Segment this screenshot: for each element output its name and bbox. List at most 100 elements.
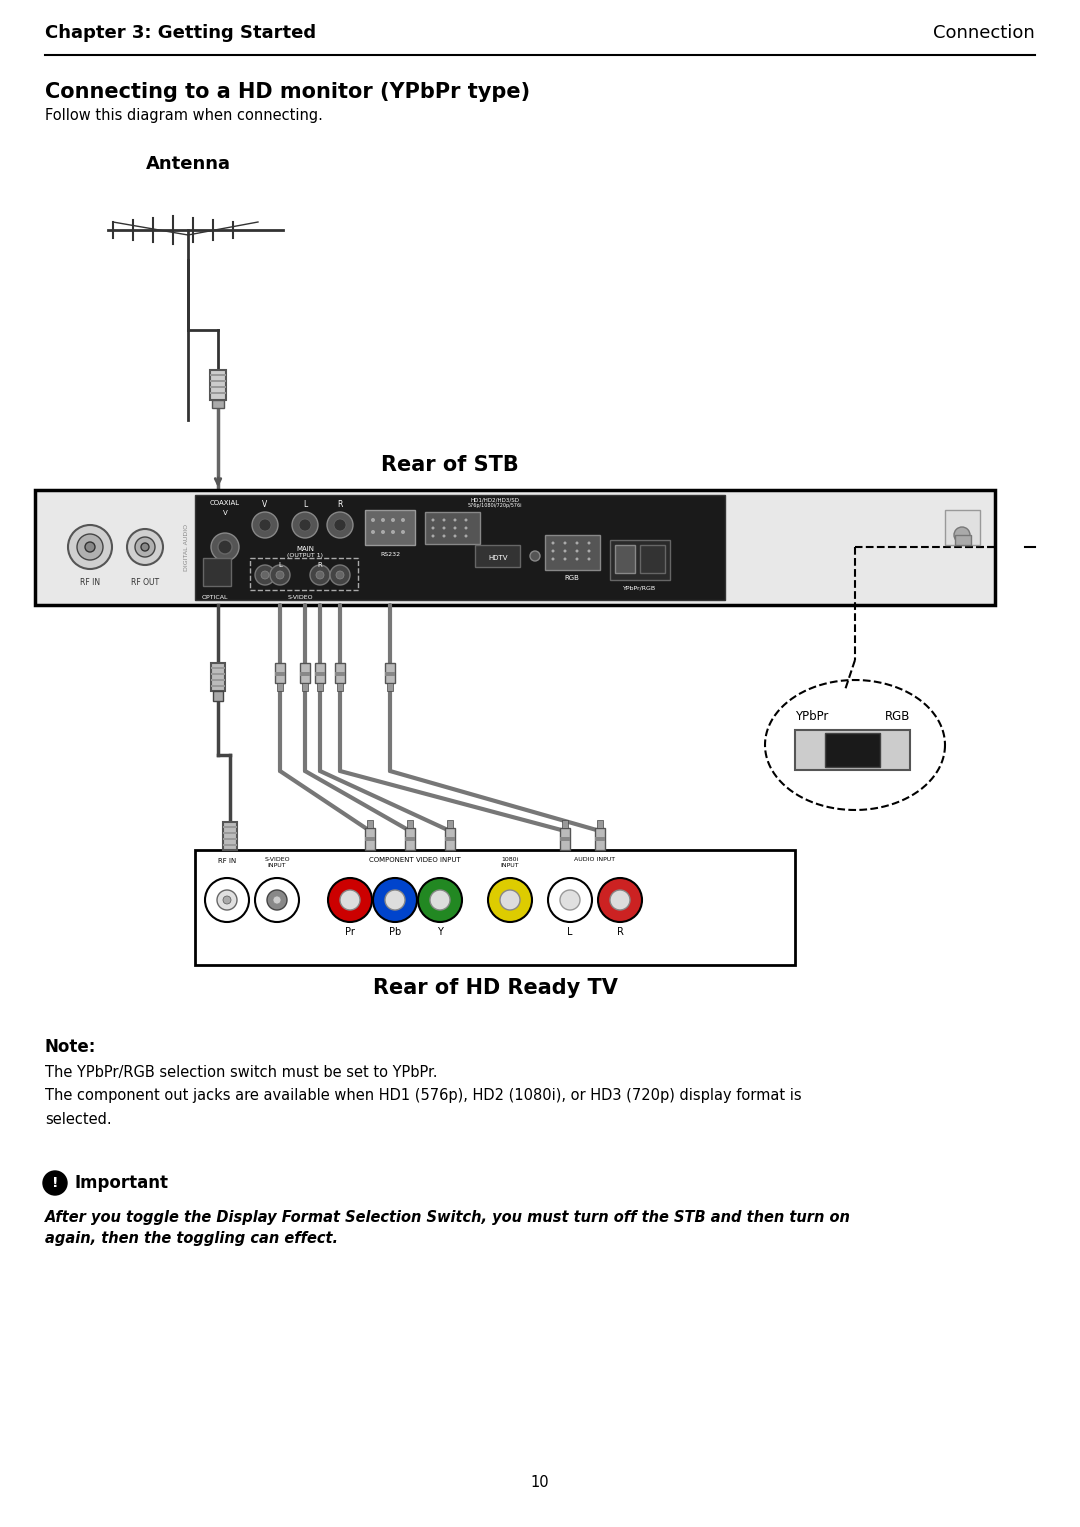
Circle shape [576, 557, 579, 560]
Circle shape [401, 518, 405, 522]
Bar [211, 673, 225, 675]
Bar [203, 557, 231, 586]
Text: S-VIDEO: S-VIDEO [265, 857, 289, 863]
Bar [387, 683, 393, 692]
Bar [337, 683, 343, 692]
Circle shape [552, 557, 554, 560]
Circle shape [381, 518, 384, 522]
Bar [945, 510, 980, 545]
Circle shape [255, 878, 299, 922]
Text: R: R [318, 562, 322, 568]
Circle shape [443, 527, 446, 530]
Bar [405, 828, 415, 851]
Bar [212, 400, 224, 408]
Text: AUDIO INPUT: AUDIO INPUT [575, 857, 616, 863]
Text: R: R [617, 927, 623, 938]
Circle shape [552, 550, 554, 553]
Bar [300, 672, 310, 676]
Bar [315, 663, 325, 683]
Bar [561, 828, 570, 851]
Circle shape [391, 530, 395, 534]
Circle shape [454, 519, 457, 522]
Circle shape [464, 534, 468, 538]
Circle shape [530, 551, 540, 560]
Circle shape [328, 878, 372, 922]
Text: COMPONENT VIDEO INPUT: COMPONENT VIDEO INPUT [369, 857, 461, 863]
Text: COAXIAL: COAXIAL [210, 499, 240, 505]
Text: V: V [262, 499, 268, 508]
Text: DIGITAL AUDIO: DIGITAL AUDIO [185, 524, 189, 571]
Bar [595, 837, 605, 841]
Bar [211, 667, 225, 669]
Circle shape [372, 530, 375, 534]
Text: Rear of HD Ready TV: Rear of HD Ready TV [373, 977, 618, 999]
Bar [222, 844, 237, 846]
Text: selected.: selected. [45, 1112, 111, 1127]
Bar [222, 822, 237, 851]
Text: The component out jacks are available when HD1 (576p), HD2 (1080i), or HD3 (720p: The component out jacks are available wh… [45, 1089, 801, 1102]
Circle shape [954, 527, 970, 544]
Circle shape [464, 527, 468, 530]
Text: RF IN: RF IN [218, 858, 237, 864]
Circle shape [432, 534, 434, 538]
Circle shape [255, 565, 275, 585]
Bar [365, 828, 375, 851]
Circle shape [211, 533, 239, 560]
Circle shape [432, 527, 434, 530]
Circle shape [267, 890, 287, 910]
Circle shape [488, 878, 532, 922]
Circle shape [135, 538, 156, 557]
Circle shape [432, 519, 434, 522]
Bar [195, 851, 795, 965]
Text: Y: Y [437, 927, 443, 938]
Circle shape [561, 890, 580, 910]
Bar [211, 686, 225, 687]
Circle shape [334, 519, 346, 531]
Bar [210, 392, 226, 394]
Bar [335, 663, 345, 683]
Circle shape [327, 512, 353, 538]
Circle shape [576, 550, 579, 553]
Bar [210, 374, 226, 376]
Text: Pr: Pr [346, 927, 355, 938]
Circle shape [454, 534, 457, 538]
Bar [210, 386, 226, 388]
Circle shape [372, 518, 375, 522]
Bar [315, 672, 325, 676]
Text: After you toggle the Display Format Selection Switch, you must turn off the STB : After you toggle the Display Format Sele… [45, 1209, 851, 1246]
Circle shape [127, 528, 163, 565]
Bar [275, 672, 285, 676]
Text: 10: 10 [530, 1475, 550, 1490]
Circle shape [273, 896, 281, 904]
Bar [640, 545, 665, 573]
Text: HD1/HD2/HD3/SD: HD1/HD2/HD3/SD [471, 498, 519, 502]
Text: Pb: Pb [389, 927, 401, 938]
Circle shape [373, 878, 417, 922]
Bar [384, 672, 395, 676]
Text: Important: Important [75, 1174, 168, 1193]
Bar [222, 838, 237, 840]
Bar [447, 820, 453, 828]
Circle shape [552, 542, 554, 545]
Bar [407, 820, 413, 828]
Text: RF IN: RF IN [80, 579, 100, 586]
Bar [955, 534, 971, 545]
Bar [302, 683, 308, 692]
Circle shape [588, 550, 591, 553]
Circle shape [340, 890, 360, 910]
Bar [615, 545, 635, 573]
Bar [445, 828, 455, 851]
Text: The YPbPr/RGB selection switch must be set to YPbPr.: The YPbPr/RGB selection switch must be s… [45, 1064, 437, 1080]
Text: V: V [222, 510, 228, 516]
Bar [367, 820, 373, 828]
Circle shape [610, 890, 630, 910]
Circle shape [588, 542, 591, 545]
Bar [595, 828, 605, 851]
Bar [275, 663, 285, 683]
Text: RS232: RS232 [380, 551, 400, 557]
Text: YPbPr/RGB: YPbPr/RGB [623, 585, 657, 589]
Circle shape [217, 890, 237, 910]
Circle shape [68, 525, 112, 570]
Text: Antenna: Antenna [146, 156, 230, 173]
Circle shape [443, 534, 446, 538]
